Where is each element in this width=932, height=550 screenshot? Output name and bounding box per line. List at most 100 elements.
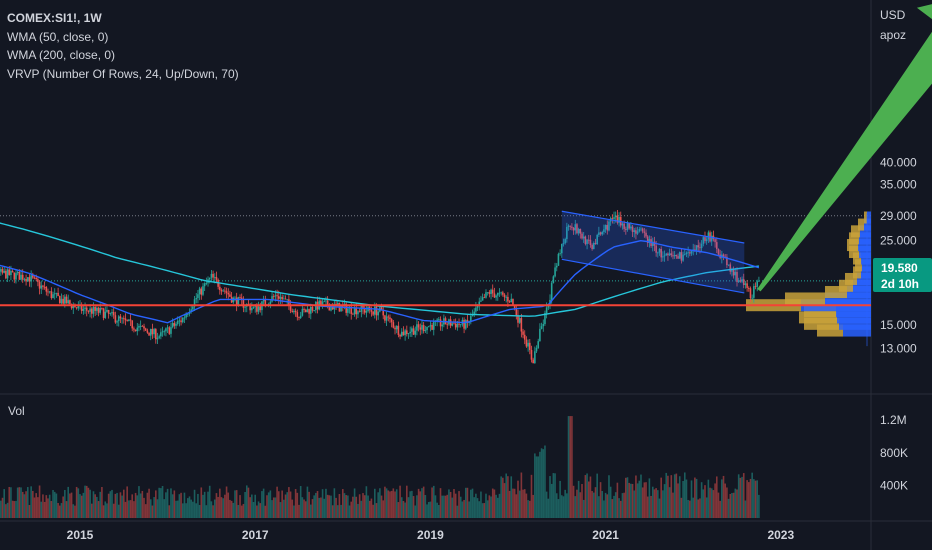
legend-wma200[interactable]: WMA (200, close, 0): [7, 48, 116, 62]
volume-bar: [417, 488, 420, 518]
volume-bar: [621, 493, 624, 518]
volume-bar: [534, 453, 536, 518]
volume-bar: [582, 499, 585, 518]
candle: [407, 333, 410, 339]
volume-bar: [399, 485, 401, 518]
volume-bar: [84, 485, 86, 518]
volume-bar: [604, 492, 607, 518]
candle: [534, 346, 536, 364]
candle: [498, 288, 501, 298]
legend-symbol[interactable]: COMEX:SI1!, 1W: [7, 11, 102, 25]
candle: [397, 321, 400, 338]
candle: [97, 306, 100, 317]
volume-bar: [37, 497, 39, 518]
vp-down-bar: [858, 218, 864, 231]
candle: [198, 286, 201, 301]
volume-bar: [123, 489, 125, 518]
volume-bar: [385, 488, 388, 518]
volume-bar: [55, 493, 58, 518]
wma50-line[interactable]: [0, 239, 760, 324]
volume-bar: [726, 487, 728, 518]
volume-bar: [422, 486, 425, 518]
channel-fill[interactable]: [561, 211, 745, 293]
volume-bar: [390, 490, 393, 518]
candle: [58, 295, 61, 304]
volume-bar: [213, 499, 216, 518]
scale-mode-label[interactable]: apoz: [880, 28, 906, 42]
volume-bar: [90, 503, 93, 518]
drawings[interactable]: [0, 0, 932, 307]
volume-bar: [495, 494, 497, 518]
volume-bar: [540, 448, 543, 518]
volume-bar: [315, 492, 317, 518]
volume-bar: [23, 494, 26, 518]
candle: [291, 308, 294, 313]
volume-bar: [166, 488, 169, 518]
vp-down-bar: [853, 252, 861, 265]
candle: [564, 237, 566, 245]
candle: [117, 314, 120, 327]
candle: [700, 240, 703, 252]
vp-down-bar: [855, 259, 862, 272]
candle: [151, 323, 154, 339]
volume-bar: [715, 476, 718, 518]
currency-label[interactable]: USD: [880, 8, 906, 22]
volume-bar: [153, 497, 155, 518]
candle: [566, 222, 568, 243]
volume-bar: [111, 489, 113, 518]
volume-bar: [429, 501, 432, 518]
volume-bar: [754, 480, 757, 518]
volume-bar: [692, 497, 694, 518]
volume-bar: [116, 492, 118, 518]
candle: [753, 283, 755, 303]
volume-bar: [557, 499, 560, 518]
volume-pane-label[interactable]: Vol: [8, 404, 25, 418]
volume-bar: [210, 501, 213, 518]
volume-bar: [438, 505, 440, 518]
volume-bar: [267, 492, 270, 518]
candle: [483, 293, 486, 299]
candle: [141, 324, 144, 327]
channel-lower-line[interactable]: [561, 258, 745, 294]
candle: [567, 224, 570, 231]
volume-bar: [569, 416, 572, 518]
volume-bar: [705, 497, 708, 518]
volume-bar: [215, 493, 218, 518]
candle: [640, 226, 642, 232]
volume-bar: [87, 487, 90, 518]
candle: [136, 322, 139, 336]
candle: [336, 300, 339, 308]
legend-vrvp[interactable]: VRVP (Number Of Rows, 24, Up/Down, 70): [7, 66, 239, 81]
vp-down-bar: [785, 292, 825, 305]
legend-wma50[interactable]: WMA (50, close, 0): [7, 29, 109, 44]
candle: [28, 273, 31, 287]
candle: [493, 287, 496, 299]
volume-bar: [530, 474, 533, 518]
volume-bar: [38, 485, 41, 518]
volume-bar: [107, 493, 110, 518]
volume-bar: [463, 499, 465, 518]
candle: [23, 277, 26, 281]
vp-up-bar: [860, 225, 871, 238]
volume-bar: [601, 491, 604, 518]
volume-bar: [190, 499, 192, 518]
volume-bar: [21, 491, 24, 518]
candle: [658, 248, 661, 256]
candle: [283, 295, 285, 300]
candle: [574, 219, 577, 235]
candle: [37, 277, 39, 287]
candle: [304, 308, 307, 313]
channel-upper-line[interactable]: [561, 210, 745, 244]
volume-bar: [156, 499, 159, 518]
volume-bar: [611, 499, 614, 518]
candle: [392, 320, 395, 329]
candle: [225, 287, 228, 299]
volume-bar: [731, 492, 733, 518]
price-tick-label: 29.000: [880, 209, 917, 223]
volume-bar: [60, 503, 63, 518]
candle: [52, 291, 54, 299]
volume-bar: [136, 495, 139, 518]
time-tick-label: 2021: [592, 528, 619, 542]
volume-bar: [245, 485, 248, 518]
